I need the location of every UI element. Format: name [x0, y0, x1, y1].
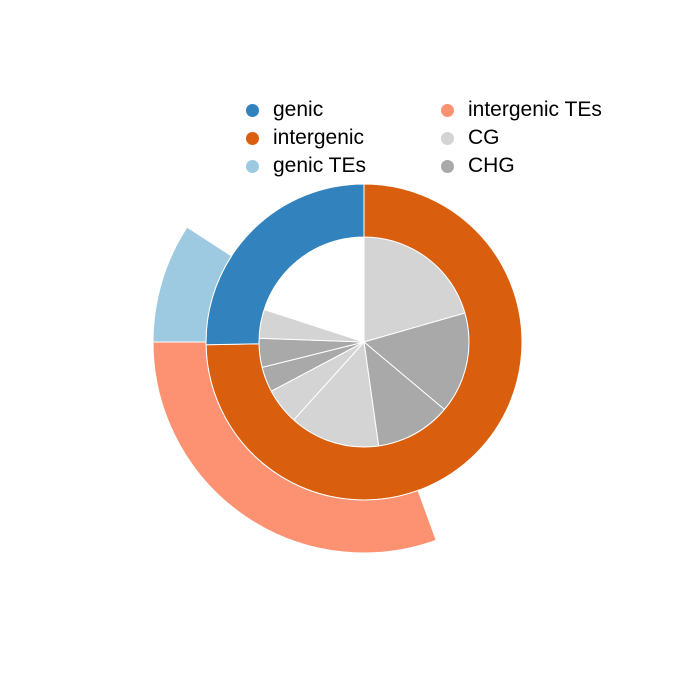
inner-slice-cg-7	[258, 308, 365, 343]
legend-swatch-cg	[441, 131, 454, 145]
legend-swatch-genic-tes	[246, 159, 259, 173]
legend-item-genic: genic	[246, 96, 323, 124]
legend-item-chg: CHG	[441, 152, 515, 180]
legend-item-genic-tes: genic TEs	[246, 152, 366, 180]
legend-label-cg: CG	[468, 126, 500, 149]
legend-label-intergenic-tes: intergenic TEs	[468, 98, 602, 121]
legend-swatch-chg	[441, 159, 454, 173]
legend-label-intergenic: intergenic	[273, 126, 365, 149]
chart-legend: genic intergenic TEs intergenic CG genic…	[246, 96, 646, 182]
outer-slice-genic-tes-1	[152, 226, 233, 343]
legend-label-genic: genic	[273, 98, 324, 121]
legend-item-cg: CG	[441, 124, 500, 152]
legend-swatch-intergenic-tes	[441, 103, 454, 117]
legend-item-intergenic: intergenic	[246, 124, 364, 152]
legend-swatch-genic	[246, 103, 259, 117]
legend-label-chg: CHG	[468, 154, 515, 177]
outer-slice-intergenic-tes-0	[152, 341, 437, 554]
legend-swatch-intergenic	[246, 131, 259, 145]
legend-item-intergenic-tes: intergenic TEs	[441, 96, 602, 124]
legend-label-genic-tes: genic TEs	[273, 154, 366, 177]
